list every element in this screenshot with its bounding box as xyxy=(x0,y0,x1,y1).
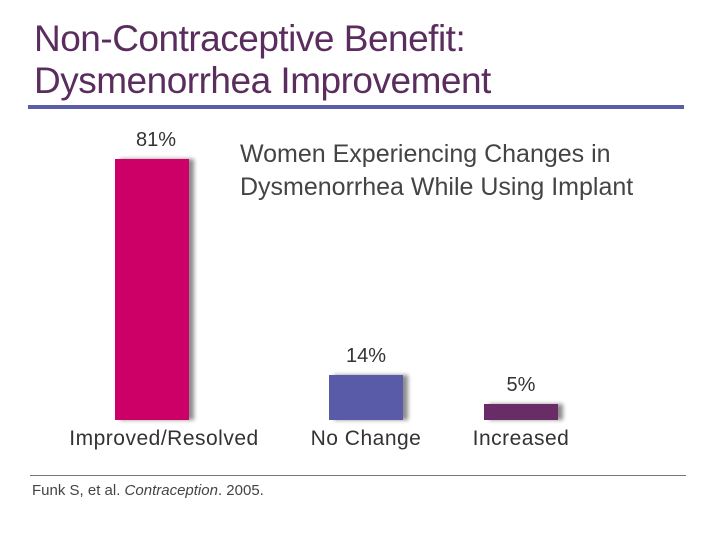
citation: Funk S, et al. Contraception. 2005. xyxy=(32,482,264,499)
category-label: No Change xyxy=(310,427,422,450)
chart-title-line-1: Women Experiencing Changes in xyxy=(240,140,611,168)
category-label: Improved/Resolved xyxy=(69,427,259,450)
citation-authors: Funk S, et al. xyxy=(32,482,125,499)
value-label: 5% xyxy=(506,373,536,396)
slide-title: Non-Contraceptive Benefit: Dysmenorrhea … xyxy=(34,18,491,102)
footer-divider xyxy=(30,475,686,476)
title-line-2: Dysmenorrhea Improvement xyxy=(34,60,491,101)
chart-title: Women Experiencing Changes in Dysmenorrh… xyxy=(240,138,633,204)
bar-0 xyxy=(115,159,189,420)
bar-1 xyxy=(329,374,403,420)
citation-year: . 2005. xyxy=(217,482,264,499)
title-line-1: Non-Contraceptive Benefit: xyxy=(34,18,466,59)
value-label: 14% xyxy=(345,344,387,367)
citation-journal: Contraception xyxy=(124,482,218,499)
bar-2 xyxy=(484,403,558,420)
value-label: 81% xyxy=(135,129,177,152)
chart-title-line-2: Dysmenorrhea While Using Implant xyxy=(240,173,634,201)
category-label: Increased xyxy=(472,427,570,450)
title-divider xyxy=(28,105,684,109)
